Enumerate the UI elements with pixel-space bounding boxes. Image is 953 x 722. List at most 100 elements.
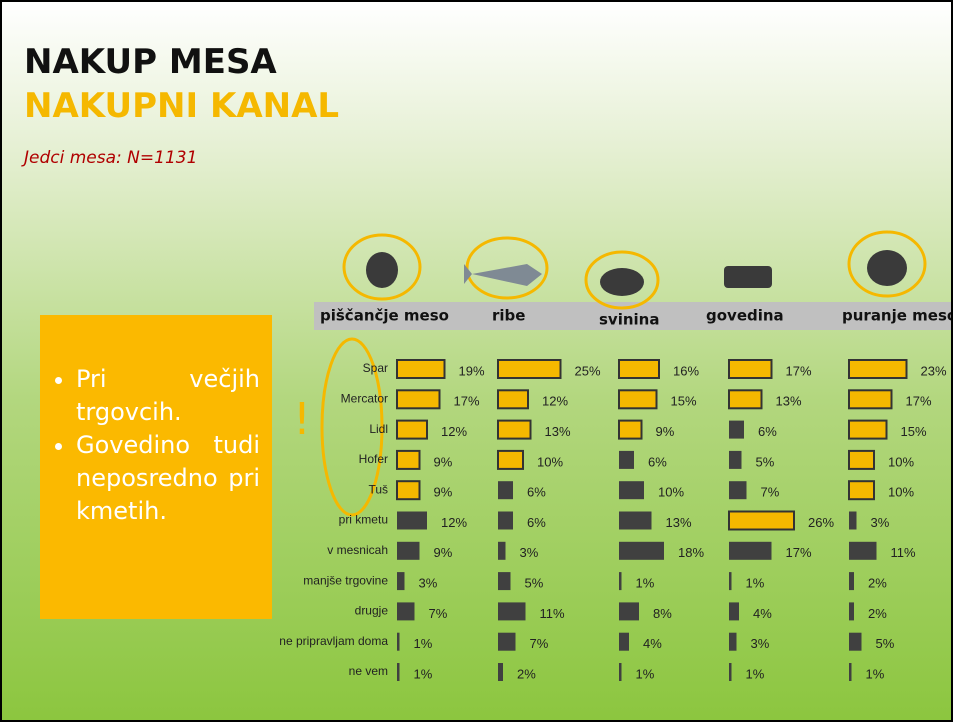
bar xyxy=(498,633,516,651)
bar xyxy=(619,602,639,620)
value-label: 4% xyxy=(753,606,772,621)
value-label: 17% xyxy=(786,363,812,378)
value-label: 10% xyxy=(658,485,684,500)
value-label: 3% xyxy=(871,515,890,530)
bar xyxy=(849,602,854,620)
bar xyxy=(729,633,737,651)
value-label: 1% xyxy=(636,576,655,591)
bar xyxy=(397,360,445,378)
value-label: 23% xyxy=(921,363,947,378)
bar xyxy=(729,602,739,620)
category-label: Tuš xyxy=(368,482,388,496)
value-label: 12% xyxy=(441,424,467,439)
category-label: ne vem xyxy=(349,664,388,678)
bar xyxy=(619,542,664,560)
bar xyxy=(849,421,887,439)
value-label: 9% xyxy=(434,454,453,469)
bar xyxy=(397,451,420,469)
bar xyxy=(397,512,427,530)
bar xyxy=(729,421,744,439)
bar xyxy=(849,512,857,530)
bar xyxy=(849,572,854,590)
value-label: 2% xyxy=(868,576,887,591)
value-label: 10% xyxy=(888,485,914,500)
bar xyxy=(397,390,440,408)
value-label: 13% xyxy=(545,424,571,439)
bar xyxy=(729,663,732,681)
bar xyxy=(619,572,622,590)
callout-item: Govedino tudi neposredno pri kmetih. xyxy=(76,429,260,528)
bar xyxy=(619,663,622,681)
value-label: 7% xyxy=(761,485,780,500)
value-label: 1% xyxy=(414,666,433,681)
value-label: 6% xyxy=(527,515,546,530)
value-label: 8% xyxy=(653,606,672,621)
bar xyxy=(498,360,561,378)
value-label: 25% xyxy=(575,363,601,378)
bar xyxy=(498,481,513,499)
panel-title: svinina xyxy=(599,311,659,329)
bar xyxy=(619,481,644,499)
category-label: pri kmetu xyxy=(339,513,388,527)
bar xyxy=(849,360,907,378)
bar xyxy=(397,542,420,560)
bar xyxy=(729,572,732,590)
category-label: Hofer xyxy=(359,452,388,466)
bar xyxy=(729,390,762,408)
callout-list: Pri večjih trgovcih. Govedino tudi nepos… xyxy=(50,363,260,528)
value-label: 6% xyxy=(758,424,777,439)
bar xyxy=(729,360,772,378)
value-label: 16% xyxy=(673,363,699,378)
panel-title: piščančje meso xyxy=(320,307,449,325)
bar xyxy=(849,542,877,560)
bar xyxy=(498,451,523,469)
value-label: 9% xyxy=(434,485,453,500)
bar xyxy=(498,512,513,530)
value-label: 1% xyxy=(746,576,765,591)
bar xyxy=(498,602,526,620)
bar xyxy=(498,542,506,560)
bar xyxy=(498,421,531,439)
bar xyxy=(729,451,742,469)
panel-title: govedina xyxy=(706,307,784,325)
category-label: drugje xyxy=(355,604,389,618)
value-label: 9% xyxy=(434,545,453,560)
value-label: 26% xyxy=(808,515,834,530)
bar xyxy=(729,481,747,499)
panel-title: puranje meso xyxy=(842,307,953,325)
bar xyxy=(849,390,892,408)
value-label: 3% xyxy=(419,576,438,591)
category-label: manjše trgovine xyxy=(303,573,388,587)
title: NAKUP MESA xyxy=(24,42,277,82)
value-label: 5% xyxy=(876,636,895,651)
category-label: Spar xyxy=(363,361,388,375)
value-label: 1% xyxy=(866,666,885,681)
bar xyxy=(397,421,427,439)
category-label: ne pripravljam doma xyxy=(279,634,388,648)
bar xyxy=(849,481,874,499)
value-label: 9% xyxy=(656,424,675,439)
bar xyxy=(849,633,862,651)
value-label: 12% xyxy=(542,394,568,409)
bar xyxy=(849,451,874,469)
bar xyxy=(619,451,634,469)
value-label: 15% xyxy=(901,424,927,439)
callout: Pri večjih trgovcih. Govedino tudi nepos… xyxy=(40,315,272,619)
value-label: 3% xyxy=(751,636,770,651)
value-label: 5% xyxy=(756,454,775,469)
bar xyxy=(397,572,405,590)
value-label: 17% xyxy=(454,394,480,409)
value-label: 1% xyxy=(414,636,433,651)
value-label: 1% xyxy=(636,666,655,681)
value-label: 11% xyxy=(540,606,565,621)
value-label: 3% xyxy=(520,545,539,560)
value-label: 13% xyxy=(776,394,802,409)
value-label: 4% xyxy=(643,636,662,651)
bar xyxy=(849,663,852,681)
animal-icons xyxy=(366,250,907,296)
bar xyxy=(397,663,400,681)
value-label: 13% xyxy=(666,515,692,530)
panel-title: ribe xyxy=(492,307,525,325)
value-label: 19% xyxy=(459,363,485,378)
category-label: v mesnicah xyxy=(327,543,388,557)
